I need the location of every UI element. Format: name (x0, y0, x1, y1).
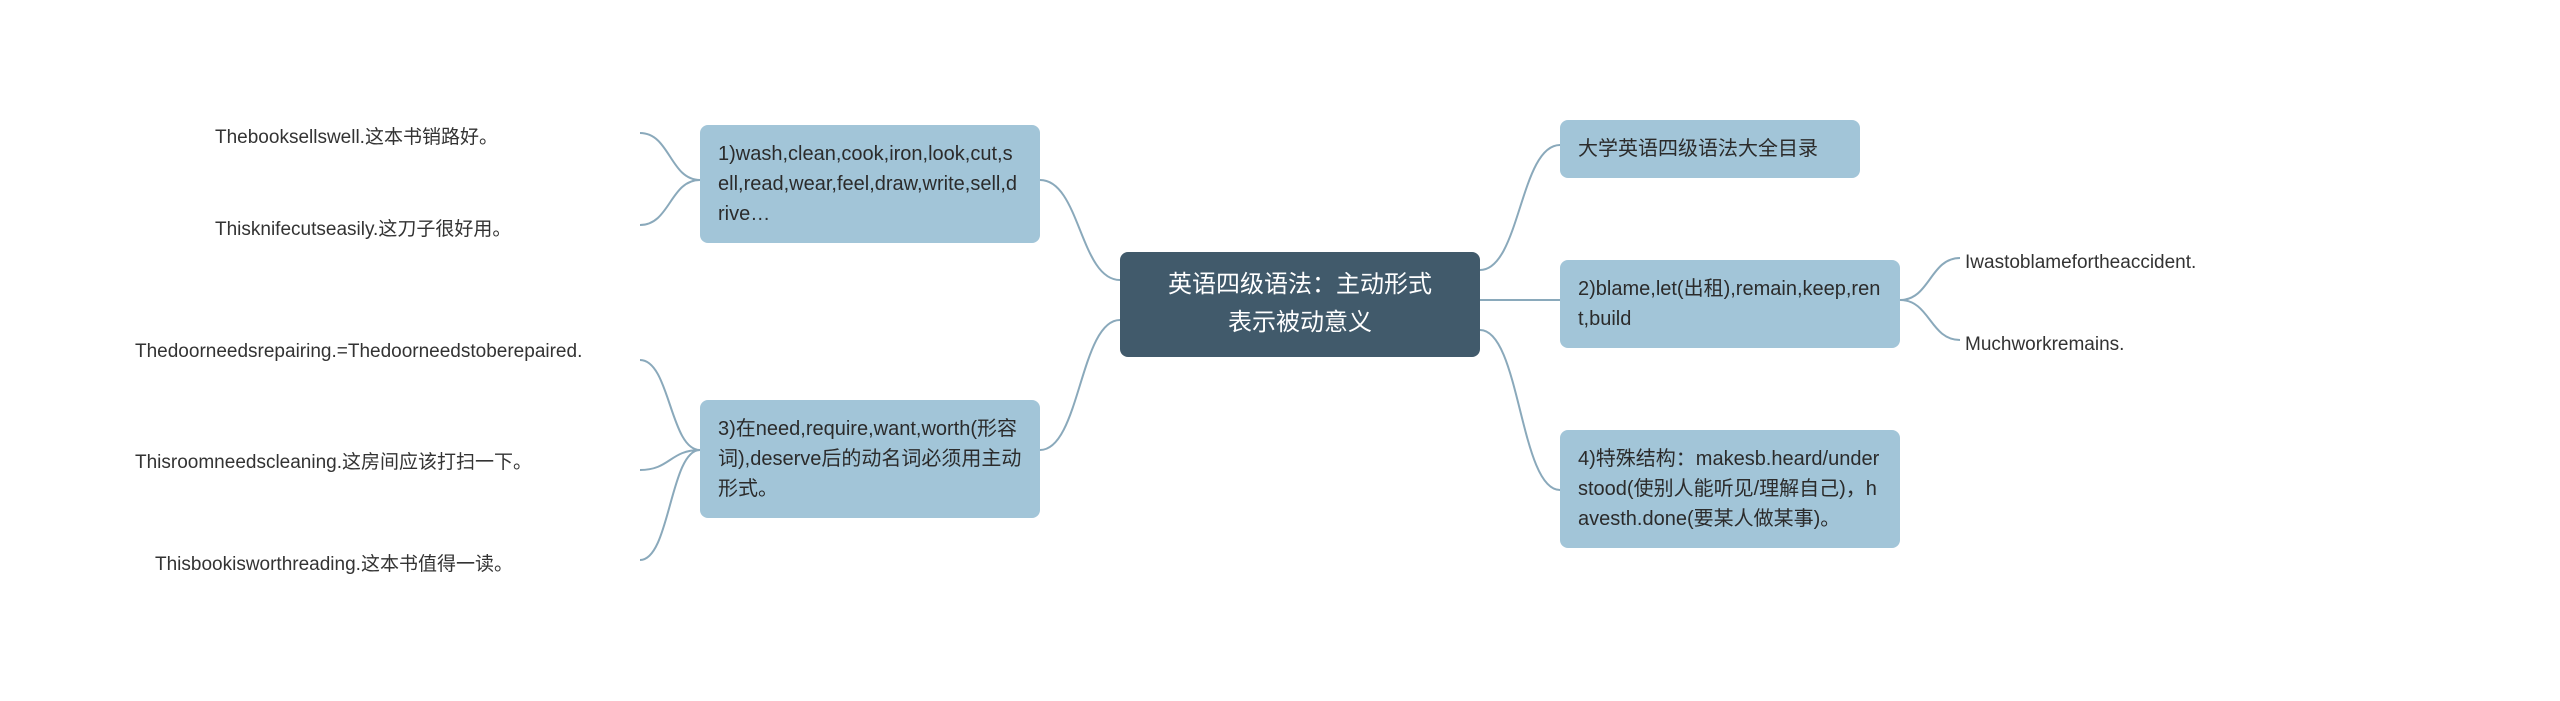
leaf-text: Thebooksellswell.这本书销路好。 (215, 127, 498, 148)
right-branch-2: 2)blame,let(出租),remain,keep,rent,build (1560, 260, 1900, 348)
right-branch-top: 大学英语四级语法大全目录 (1560, 120, 1860, 178)
root-line1: 英语四级语法：主动形式 (1138, 266, 1462, 304)
leaf-text: Thisroomneedscleaning.这房间应该打扫一下。 (135, 452, 532, 473)
left-branch3-leaf-1: Thisroomneedscleaning.这房间应该打扫一下。 (135, 443, 645, 484)
branch-text: 4)特殊结构：makesb.heard/understood(使别人能听见/理解… (1578, 448, 1879, 530)
leaf-text: Thisknifecutseasily.这刀子很好用。 (215, 219, 511, 240)
left-branch1-leaf-1: Thisknifecutseasily.这刀子很好用。 (215, 210, 645, 251)
left-branch-3: 3)在need,require,want,worth(形容词),deserve后… (700, 400, 1040, 518)
branch-text: 大学英语四级语法大全目录 (1578, 138, 1818, 160)
root-line2: 表示被动意义 (1138, 304, 1462, 342)
right-branch2-leaf-1: Muchworkremains. (1965, 325, 2385, 366)
leaf-text: Muchworkremains. (1965, 334, 2124, 355)
left-branch1-leaf-0: Thebooksellswell.这本书销路好。 (215, 118, 645, 159)
leaf-text: Thedoorneedsrepairing.=Thedoorneedstober… (135, 341, 582, 362)
branch-text: 3)在need,require,want,worth(形容词),deserve后… (718, 418, 1021, 500)
left-branch3-leaf-2: Thisbookisworthreading.这本书值得一读。 (155, 545, 645, 586)
branch-text: 2)blame,let(出租),remain,keep,rent,build (1578, 278, 1880, 330)
right-branch2-leaf-0: Iwastoblamefortheaccident. (1965, 243, 2385, 284)
leaf-text: Iwastoblamefortheaccident. (1965, 252, 2196, 273)
left-branch3-leaf-0: Thedoorneedsrepairing.=Thedoorneedstober… (135, 332, 645, 373)
root-node: 英语四级语法：主动形式 表示被动意义 (1120, 252, 1480, 357)
leaf-text: Thisbookisworthreading.这本书值得一读。 (155, 554, 513, 575)
left-branch-1: 1)wash,clean,cook,iron,look,cut,sell,rea… (700, 125, 1040, 243)
right-branch-4: 4)特殊结构：makesb.heard/understood(使别人能听见/理解… (1560, 430, 1900, 548)
branch-text: 1)wash,clean,cook,iron,look,cut,sell,rea… (718, 143, 1017, 225)
